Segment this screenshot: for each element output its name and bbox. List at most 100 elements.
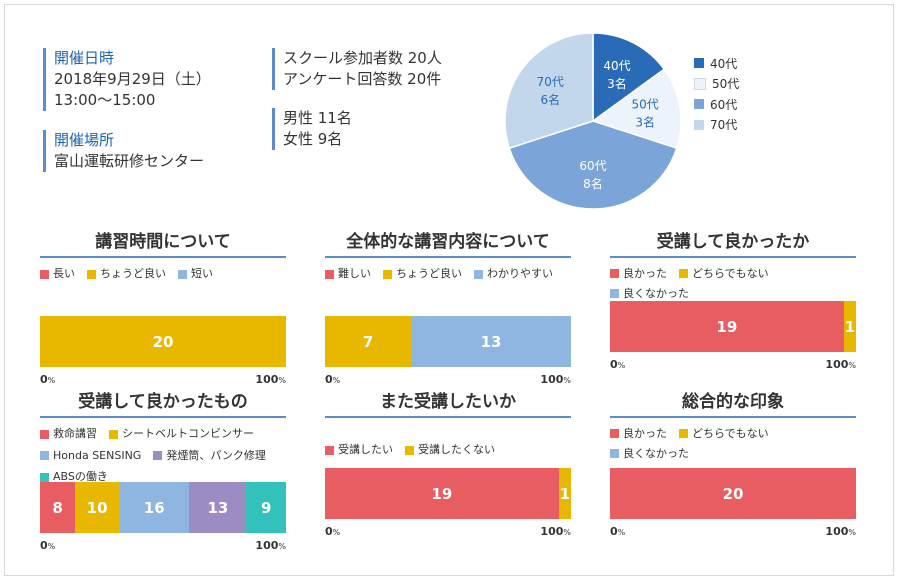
legend-label: 受講したい	[338, 443, 393, 456]
pie-slice-label: 70代	[537, 75, 564, 89]
legend-swatch	[405, 445, 414, 455]
panel-divider	[325, 416, 571, 418]
female-line: 女性 9名	[283, 130, 343, 148]
date-title: 開催日時	[54, 49, 115, 67]
legend-swatch	[40, 451, 49, 460]
stacked-bar: 20	[40, 316, 286, 367]
axis-min-label: 0%	[325, 373, 341, 386]
legend-swatch	[109, 429, 118, 439]
bar-segment: 19	[610, 301, 844, 352]
pie-slice-value: 3名	[635, 115, 655, 130]
bar-segment: 8	[40, 482, 76, 533]
pie-slice-3	[505, 33, 594, 150]
bar-segment: 9	[246, 482, 286, 533]
legend-label: 難しい	[338, 267, 371, 280]
bar-segment: 10	[75, 482, 120, 533]
stacked-bar: 19 1	[610, 301, 856, 352]
bar-segment: 13	[189, 482, 247, 533]
legend-item: 長い	[40, 264, 75, 284]
legend-item: 短い	[178, 264, 213, 284]
bar-segment: 1	[843, 301, 856, 352]
legend-swatch	[694, 77, 706, 90]
legend-item: ちょうど良い	[383, 264, 462, 284]
panel-divider	[610, 256, 856, 258]
legend-item: 発煙筒、パンク修理	[153, 446, 266, 466]
pie-legend-item: 70代	[694, 115, 739, 136]
legend-item: シートベルトコンビンサー	[109, 424, 254, 444]
legend-label: ちょうど良い	[100, 267, 166, 280]
legend-item: どちらでもない	[679, 424, 769, 443]
legend-swatch	[40, 429, 49, 439]
legend-label: 長い	[53, 267, 75, 280]
axis-min-label: 0%	[610, 525, 626, 538]
time-line: 13:00〜15:00	[54, 91, 156, 109]
bar-segment: 7	[325, 316, 412, 367]
legend-swatch	[610, 429, 619, 438]
legend-item: 救命講習	[40, 424, 97, 444]
panel-divider	[325, 256, 571, 258]
legend-label: ちょうど良い	[396, 267, 462, 280]
bar-segment: 20	[610, 468, 856, 519]
legend-item: 受講したい	[325, 440, 393, 460]
legend-label: シートベルトコンビンサー	[122, 427, 254, 440]
legend-label: わかりやすい	[487, 267, 553, 280]
axis-min-label: 0%	[40, 373, 56, 386]
panel-title: 全体的な講習内容について	[346, 232, 550, 252]
pie-slice-value: 8名	[583, 176, 603, 191]
legend-label: 50代	[712, 77, 740, 92]
legend-label: 60代	[710, 97, 738, 112]
count-block: スクール参加者数 20人 アンケート回答数 20件	[272, 48, 442, 90]
bar-segment: 1	[558, 468, 571, 519]
legend-label: 40代	[710, 56, 738, 71]
pie-legend-item: 40代	[694, 53, 739, 74]
panel-legend: 受講したい 受講したくない	[325, 440, 571, 462]
pie-slice-value: 6名	[540, 92, 560, 107]
place-block: 開催場所 富山運転研修センター	[43, 130, 204, 172]
pie-slice-value: 3名	[607, 76, 627, 91]
stacked-bar: 7 13	[325, 316, 571, 367]
pie-slice-1	[591, 68, 681, 150]
axis-max-label: 100%	[825, 525, 856, 538]
legend-swatch	[325, 269, 334, 279]
legend-label: どちらでもない	[692, 267, 769, 280]
legend-item: 良かった	[610, 424, 667, 443]
date-line: 2018年9月29日（土）	[54, 70, 211, 88]
participants-line: スクール参加者数 20人	[283, 49, 442, 67]
legend-label: 短い	[191, 267, 213, 280]
pie-slice-label: 40代	[603, 59, 630, 73]
legend-item: ABSの働き	[40, 467, 108, 487]
legend-swatch	[474, 269, 483, 279]
legend-swatch	[87, 269, 96, 279]
panel-satisfied: 受講して良かったか 良かった どちらでもない 良くなかった 19 1 0% 100%	[610, 231, 856, 371]
axis-min-label: 0%	[40, 539, 56, 552]
legend-label: 良かった	[623, 267, 667, 280]
axis-max-label: 100%	[825, 358, 856, 371]
legend-item: 良くなかった	[610, 444, 689, 463]
panel-lecture-content: 全体的な講習内容について難しい ちょうど良い わかりやすい 7 13 0% 100%	[325, 231, 571, 386]
legend-label: ABSの働き	[53, 470, 108, 483]
age-pie-legend: 40代 50代 60代 70代	[694, 53, 739, 135]
legend-swatch	[679, 429, 688, 438]
panel-divider	[40, 256, 286, 258]
legend-label: 救命講習	[53, 427, 97, 440]
panel-lecture-time: 講習時間について 長い ちょうど良い 短い 20 0% 100%	[40, 231, 286, 386]
legend-label: 発煙筒、パンク修理	[166, 448, 266, 462]
legend-label: 良かった	[623, 427, 667, 440]
stacked-bar: 19 1	[325, 468, 571, 519]
legend-swatch	[610, 289, 619, 298]
panel-title: 講習時間について	[95, 232, 231, 252]
panel-overall: 総合的な印象 良かった どちらでもない 良くなかった 20 0% 100%	[610, 391, 856, 538]
panel-legend: 長い ちょうど良い 短い	[40, 264, 286, 286]
axis-max-label: 100%	[540, 373, 571, 386]
axis-min-label: 0%	[610, 358, 626, 371]
pie-legend-item: 50代	[694, 74, 739, 95]
legend-label: 70代	[710, 118, 738, 133]
legend-swatch	[610, 449, 619, 458]
axis-min-label: 0%	[325, 525, 341, 538]
bar-segment: 19	[325, 468, 559, 519]
legend-swatch	[153, 451, 163, 460]
legend-swatch	[694, 99, 704, 110]
axis-max-label: 100%	[540, 525, 571, 538]
panel-title: 受講して良かったもの	[78, 392, 248, 412]
male-line: 男性 11名	[283, 109, 352, 127]
